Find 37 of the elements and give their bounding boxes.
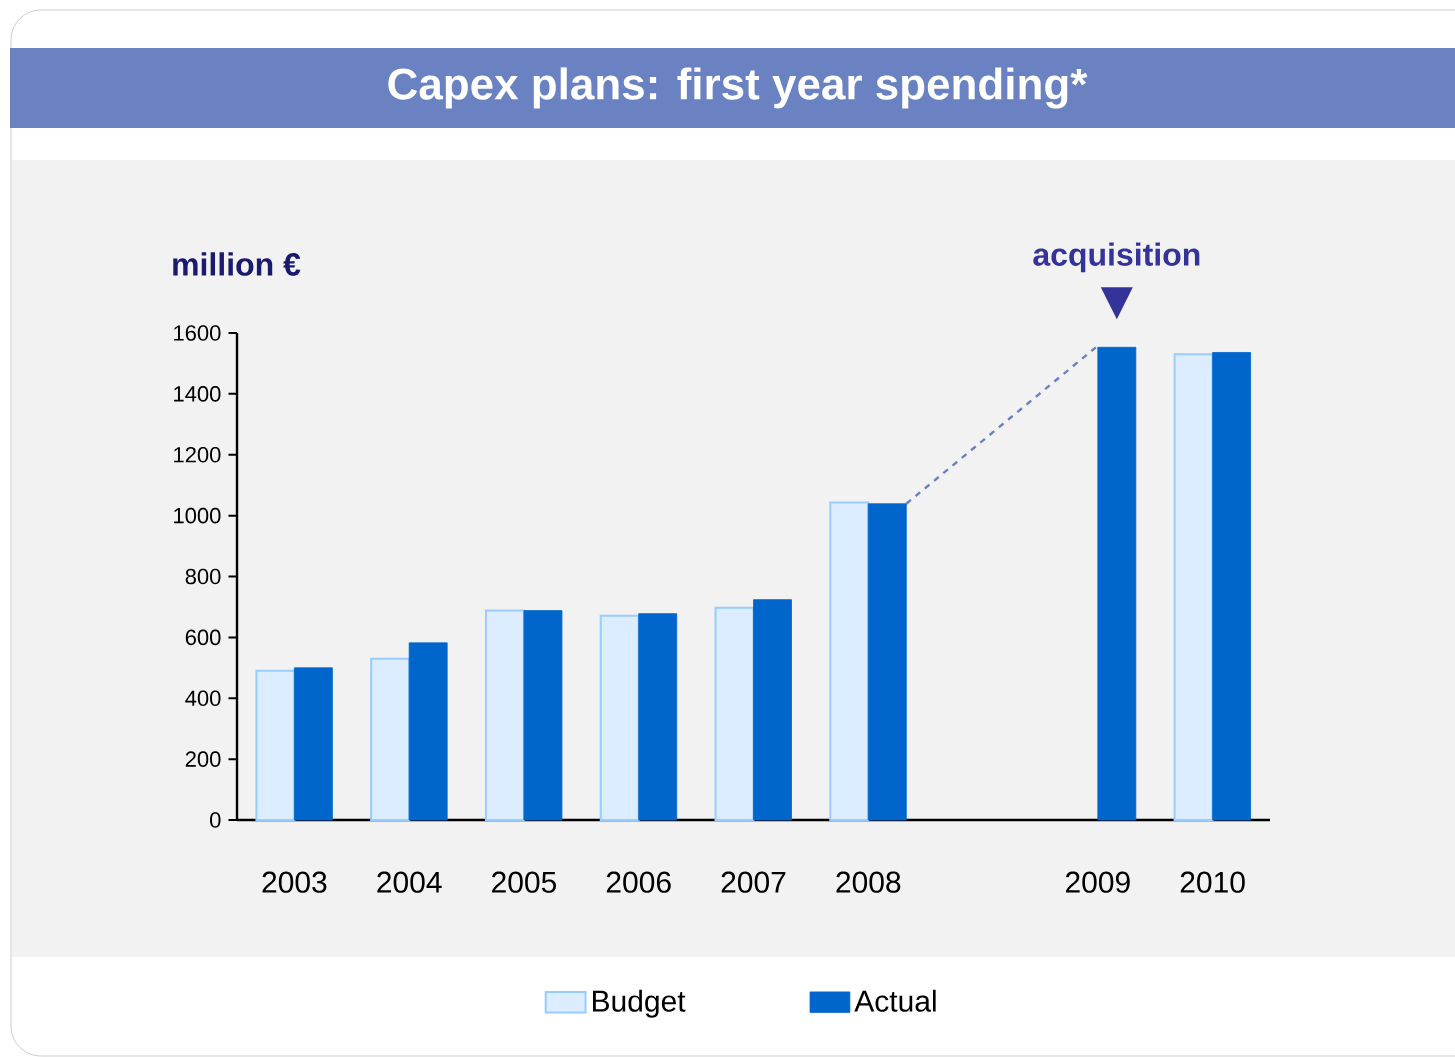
bar bbox=[599, 614, 640, 821]
x-tick-label: 2003 bbox=[262, 871, 327, 893]
y-tick-label: 1600 bbox=[174, 325, 221, 341]
legend-label: Budget bbox=[593, 989, 686, 1018]
bar bbox=[638, 613, 678, 821]
bar bbox=[293, 667, 333, 821]
bar bbox=[1212, 352, 1252, 821]
bar bbox=[829, 501, 870, 821]
y-axis-title: million € bbox=[173, 252, 301, 276]
x-tick-label: 2004 bbox=[377, 871, 442, 893]
bar bbox=[1097, 346, 1137, 821]
bar bbox=[867, 503, 907, 821]
y-tick-label: 600 bbox=[185, 629, 221, 646]
y-tick-label: 1400 bbox=[174, 386, 221, 402]
bar bbox=[484, 609, 525, 821]
x-tick-label: 2009 bbox=[1065, 871, 1130, 893]
bar bbox=[753, 599, 792, 821]
bar bbox=[370, 657, 411, 821]
y-tick-label: 1000 bbox=[174, 507, 221, 524]
y-tick-label: 800 bbox=[185, 568, 221, 585]
x-tick-label: 2007 bbox=[721, 871, 786, 893]
bar bbox=[255, 669, 296, 821]
x-tick-label: 2008 bbox=[836, 871, 901, 893]
x-tick-label: 2006 bbox=[606, 871, 671, 893]
x-tick-label: 2005 bbox=[492, 871, 557, 893]
y-tick-label: 1200 bbox=[174, 446, 221, 463]
y-tick-label: 400 bbox=[185, 690, 221, 707]
x-tick-label: 2010 bbox=[1180, 871, 1245, 893]
bar bbox=[523, 610, 563, 821]
bar bbox=[408, 642, 448, 821]
y-tick-label: 200 bbox=[185, 751, 221, 767]
chart-title: Capex plans: first year spending* bbox=[388, 67, 1088, 109]
annotation: acquisition bbox=[1033, 242, 1200, 273]
y-tick-label: 0 bbox=[210, 812, 221, 828]
legend-label: Actual bbox=[854, 989, 936, 1012]
bar bbox=[1173, 353, 1214, 821]
bar bbox=[714, 606, 755, 821]
